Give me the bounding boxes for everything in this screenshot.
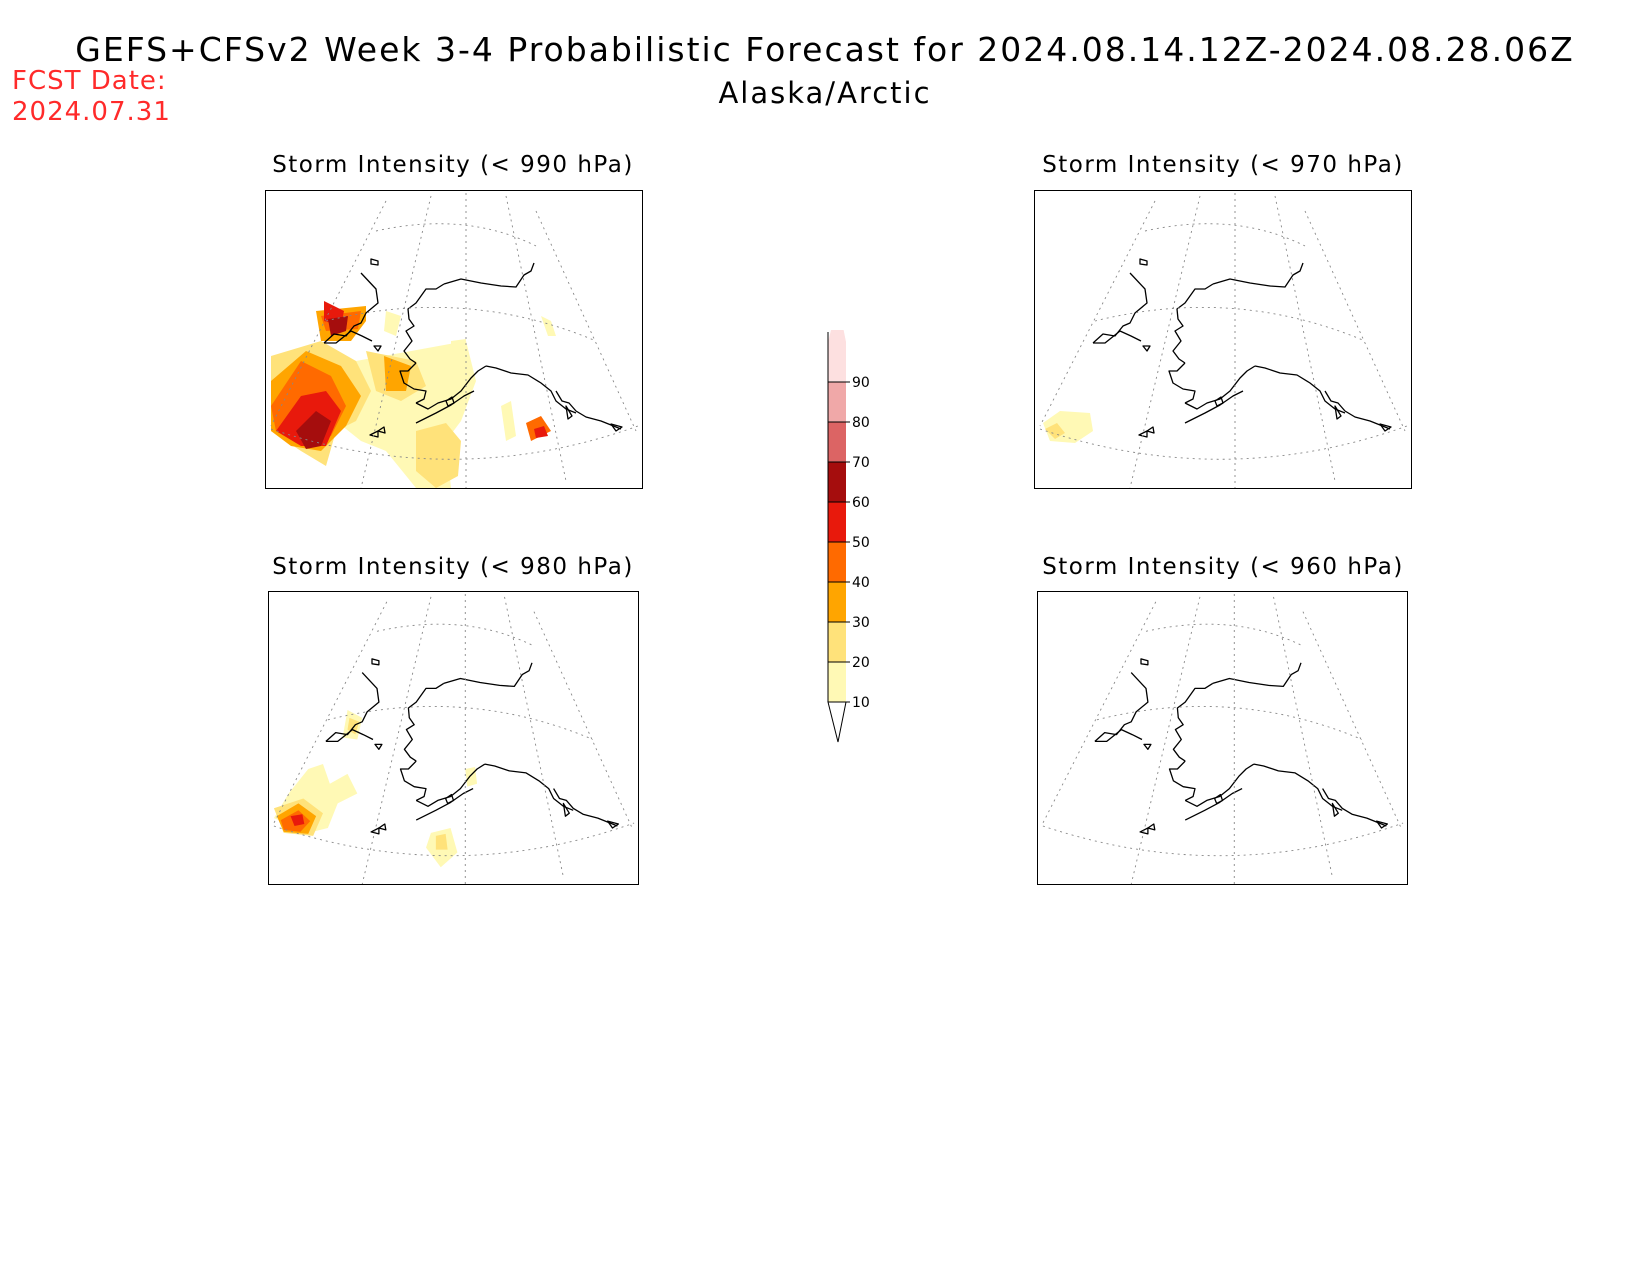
panel-title-970: Storm Intensity (< 970 hPa) xyxy=(1042,152,1404,178)
coastline xyxy=(1092,258,1392,438)
map-panel-960 xyxy=(1037,591,1408,885)
colorbar-swatch-70 xyxy=(828,422,846,462)
colorbar-label-70: 70 xyxy=(852,455,870,471)
probability-shading-10 xyxy=(384,311,401,336)
colorbar-swatch-20 xyxy=(828,622,846,662)
graticule xyxy=(1042,593,1404,884)
panel-title-960: Storm Intensity (< 960 hPa) xyxy=(1042,554,1404,580)
colorbar-swatch-50 xyxy=(828,502,846,542)
probability-shading-50 xyxy=(534,426,548,438)
map-panel-990 xyxy=(265,190,643,489)
colorbar-label-50: 50 xyxy=(852,535,870,551)
colorbar-swatch-40 xyxy=(828,542,846,582)
probability-shading-50 xyxy=(290,814,305,826)
probability-shading-60 xyxy=(328,316,348,336)
forecast-date-label: FCST Date: xyxy=(12,66,167,96)
graticule xyxy=(273,593,635,884)
colorbar-swatch-80 xyxy=(828,382,846,422)
probability-colorbar: 10 20 30 40 50 60 70 80 90 xyxy=(827,330,870,743)
colorbar-label-10: 10 xyxy=(852,695,870,711)
colorbar-swatch-10 xyxy=(828,662,846,702)
colorbar-label-40: 40 xyxy=(852,575,870,591)
forecast-date-value: 2024.07.31 xyxy=(12,97,171,127)
colorbar-label-20: 20 xyxy=(852,655,870,671)
coastline xyxy=(325,658,620,835)
probability-shading-20 xyxy=(1045,423,1065,439)
main-title: GEFS+CFSv2 Week 3-4 Probabilistic Foreca… xyxy=(75,30,1575,69)
probability-shading-20 xyxy=(416,423,461,488)
colorbar-label-80: 80 xyxy=(852,415,870,431)
panel-title-990: Storm Intensity (< 990 hPa) xyxy=(272,152,634,178)
colorbar-label-90: 90 xyxy=(852,375,870,391)
map-panel-970 xyxy=(1034,190,1412,489)
graticule xyxy=(1039,193,1408,488)
colorbar-upper-tip xyxy=(828,330,846,342)
colorbar-lower-tip xyxy=(827,701,847,743)
colorbar-label-30: 30 xyxy=(852,615,870,631)
probability-shading-10 xyxy=(451,339,466,381)
graticule xyxy=(270,193,639,488)
probability-shading-20 xyxy=(435,833,448,850)
colorbar-label-60: 60 xyxy=(852,495,870,511)
colorbar-swatch-90 xyxy=(828,342,846,382)
probability-shading-10 xyxy=(541,316,556,336)
coastline xyxy=(1094,658,1389,835)
probability-shading-60 xyxy=(296,411,331,449)
colorbar-swatch-30 xyxy=(828,582,846,622)
map-panel-980 xyxy=(268,591,639,885)
probability-shading-10 xyxy=(501,401,516,441)
coastline xyxy=(323,258,623,438)
region-subtitle: Alaska/Arctic xyxy=(718,76,932,110)
colorbar-swatch-60 xyxy=(828,462,846,502)
panel-title-980: Storm Intensity (< 980 hPa) xyxy=(272,554,634,580)
